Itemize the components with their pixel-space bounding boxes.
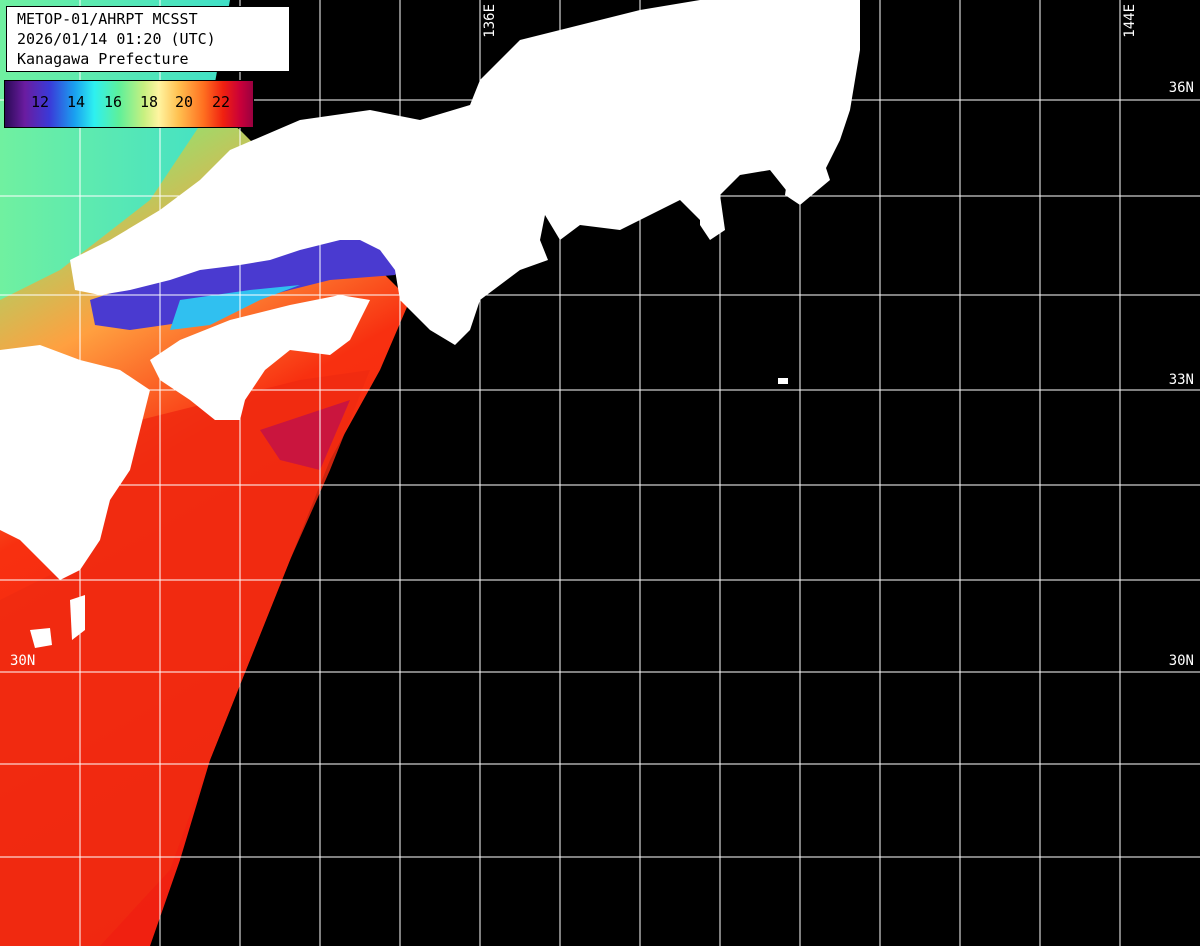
colorbar-label-16: 16: [104, 93, 123, 111]
kuroshio-warm-patch: [0, 370, 370, 946]
honshu-land: [70, 0, 860, 345]
lon-label-144e: 144E: [1122, 4, 1138, 38]
colorbar-label-14: 14: [67, 93, 86, 111]
lon-label-136e: 136E: [482, 4, 498, 38]
lat-label-33n: 33N: [1168, 372, 1194, 388]
colorbar-label-22: 22: [212, 93, 231, 111]
satellite-product-label: METOP-01/AHRPT MCSST: [17, 10, 198, 28]
lat-label-30n-right: 30N: [1168, 653, 1194, 669]
inland-sea-sst-cyan: [170, 285, 300, 330]
kii-peninsula: [400, 230, 440, 275]
region-label: Kanagawa Prefecture: [17, 50, 189, 68]
inland-sea-sst: [90, 225, 420, 330]
colorbar-label-18: 18: [140, 93, 159, 111]
timestamp-label: 2026/01/14 01:20 (UTC): [17, 30, 216, 48]
lat-label-36n: 36N: [1168, 80, 1194, 96]
warm-core-patch: [260, 400, 350, 470]
lat-label-30n-left: 30N: [10, 653, 36, 669]
island-tanegashima: [70, 595, 85, 640]
sea-of-japan-sst: [0, 0, 230, 300]
colorbar-label-20: 20: [175, 93, 194, 111]
info-header: METOP-01/AHRPT MCSST 2026/01/14 01:20 (U…: [6, 6, 290, 72]
temperature-colorbar: 12 14 16 18 20 22: [4, 80, 254, 128]
boso-peninsula: [785, 150, 830, 205]
islet-1: [778, 378, 788, 384]
izu-peninsula: [700, 195, 725, 240]
shikoku-land: [150, 295, 370, 420]
island-yakushima: [30, 628, 52, 648]
colorbar-label-12: 12: [31, 93, 50, 111]
kyushu-land: [0, 345, 150, 580]
